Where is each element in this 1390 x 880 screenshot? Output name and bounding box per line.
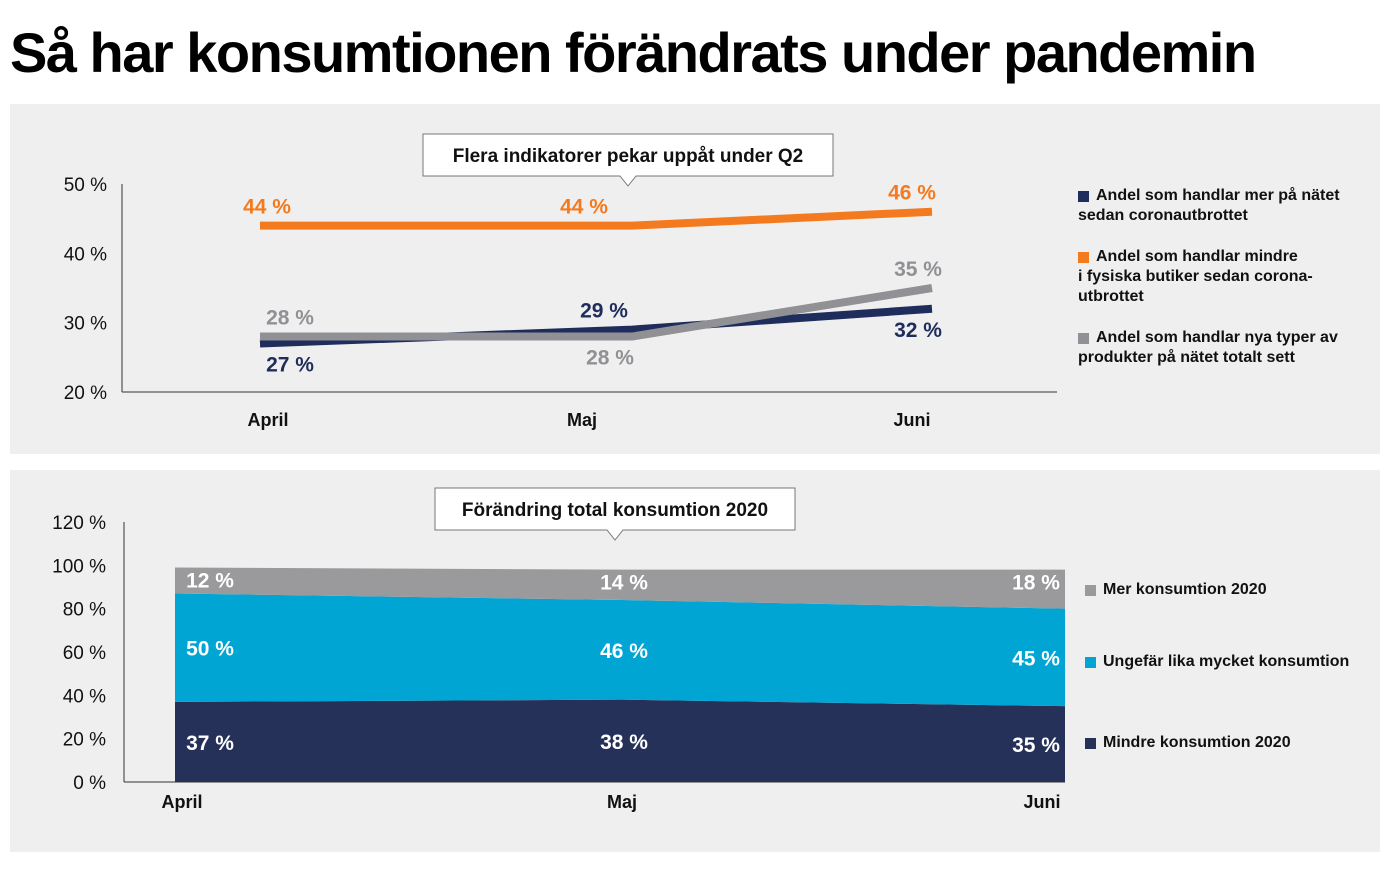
area-chart-panel: 0 % 20 % 40 % 60 % 80 % 100 % 120 % April Maj Jun… xyxy=(10,470,1380,852)
legend-label: Ungefär lika mycket konsumtion xyxy=(1103,653,1350,670)
line-chart-box xyxy=(422,133,834,187)
legend-swatch xyxy=(1078,191,1089,202)
x-tick-label: Maj xyxy=(607,792,637,812)
data-label: 45 % xyxy=(1012,647,1060,670)
legend-item: Andel som handlar mindre i fysiska butike… xyxy=(1078,247,1373,307)
data-label: 35 % xyxy=(894,258,942,281)
line-chart-panel: 20 % 30 % 40 % 50 % April Maj Juni 27 % 29 % 32 %… xyxy=(10,104,1380,454)
area-chart-legend: Mer konsumtion 2020 Ungefär lika mycket k… xyxy=(1085,470,1375,852)
y-tick-label: 20 % xyxy=(63,730,106,751)
y-tick-label: 40 % xyxy=(64,244,107,265)
legend-swatch xyxy=(1078,333,1089,344)
legend-item: Mer konsumtion 2020 xyxy=(1085,580,1267,600)
data-label: 18 % xyxy=(1012,572,1060,595)
area-mer-konsumtion-2020 xyxy=(175,567,1065,609)
legend-item: Andel som handlar mer på nätet sedan coro… xyxy=(1078,186,1373,226)
x-tick-label: Juni xyxy=(893,410,930,430)
legend-swatch xyxy=(1085,585,1096,596)
y-tick-label: 0 % xyxy=(73,773,106,794)
legend-item: Mindre konsumtion 2020 xyxy=(1085,733,1291,753)
data-label: 27 % xyxy=(266,353,314,376)
data-label: 12 % xyxy=(186,570,234,593)
line-chart-title: Flera indikatorer pekar uppåt under Q2 xyxy=(453,146,804,167)
legend-label: Andel som handlar mer på nätet xyxy=(1096,187,1340,204)
page-title: Så har konsumtionen förändrats under pan… xyxy=(10,21,1257,84)
legend-label: i fysiska butiker sedan corona- xyxy=(1078,268,1313,285)
legend-item: Ungefär lika mycket konsumtion xyxy=(1085,652,1349,672)
data-label: 14 % xyxy=(600,572,648,595)
data-label: 29 % xyxy=(580,300,628,323)
area-ungef-r-lika-mycket-konsumtion xyxy=(175,593,1065,707)
data-label: 37 % xyxy=(186,732,234,755)
legend-label: Andel som handlar mindre xyxy=(1096,248,1298,265)
data-label: 38 % xyxy=(600,731,648,754)
legend-label: utbrottet xyxy=(1078,288,1144,305)
x-tick-label: April xyxy=(161,792,202,812)
legend-swatch xyxy=(1085,657,1096,668)
y-tick-label: 40 % xyxy=(63,686,106,707)
data-label: 44 % xyxy=(243,196,291,219)
x-tick-label: Maj xyxy=(567,410,597,430)
x-tick-label: April xyxy=(247,410,288,430)
y-tick-label: 100 % xyxy=(52,556,106,577)
data-label: 46 % xyxy=(888,182,936,205)
data-label: 35 % xyxy=(1012,734,1060,757)
area-chart-title: Förändring total konsumtion 2020 xyxy=(462,500,768,521)
series-line-3 xyxy=(260,284,933,341)
x-tick-label: Juni xyxy=(1023,792,1060,812)
legend-label: Andel som handlar nya typer av xyxy=(1096,329,1338,346)
legend-swatch xyxy=(1085,738,1096,749)
y-tick-label: 20 % xyxy=(64,383,107,404)
data-label: 44 % xyxy=(560,196,608,219)
y-tick-label: 80 % xyxy=(63,600,106,621)
area-chart-box xyxy=(434,487,796,541)
data-label: 46 % xyxy=(600,640,648,663)
legend-swatch xyxy=(1078,252,1089,263)
line-chart: 20 % 30 % 40 % 50 % April Maj Juni 27 % 29 % 32 %… xyxy=(64,133,1057,430)
data-label: 28 % xyxy=(586,347,634,370)
line-chart-legend: Andel som handlar mer på nätet sedan coro… xyxy=(1078,186,1373,389)
area-chart: 0 % 20 % 40 % 60 % 80 % 100 % 120 % April Maj Jun… xyxy=(52,487,1065,812)
series-line-2 xyxy=(260,207,933,230)
y-tick-label: 120 % xyxy=(52,513,106,534)
legend-label: Mer konsumtion 2020 xyxy=(1103,581,1267,598)
y-tick-label: 50 % xyxy=(64,175,107,196)
y-tick-label: 60 % xyxy=(63,643,106,664)
area-mindre-konsumtion-2020 xyxy=(175,699,1065,782)
data-label: 50 % xyxy=(186,638,234,661)
data-label: 28 % xyxy=(266,307,314,330)
y-tick-label: 30 % xyxy=(64,314,107,335)
legend-item: Andel som handlar nya typer av produkter … xyxy=(1078,328,1373,368)
data-label: 32 % xyxy=(894,319,942,342)
legend-label: produkter på nätet totalt sett xyxy=(1078,349,1295,366)
legend-label: Mindre konsumtion 2020 xyxy=(1103,734,1291,751)
legend-label: sedan coronautbrottet xyxy=(1078,207,1248,224)
